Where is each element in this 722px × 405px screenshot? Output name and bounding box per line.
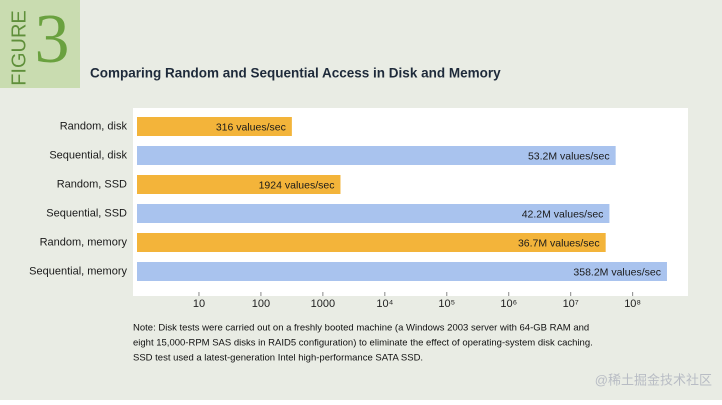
x-tick-label: 10⁴ — [376, 298, 393, 310]
bar — [137, 262, 667, 281]
x-tick-label: 10⁷ — [563, 298, 579, 310]
x-tick-label: 1000 — [311, 298, 335, 310]
y-tick-label: Random, SSD — [57, 178, 127, 190]
bar — [137, 175, 341, 194]
x-tick-label: 100 — [252, 298, 270, 310]
value-label: 53.2M values/sec — [528, 150, 610, 162]
bar — [137, 233, 606, 252]
figure-panel — [0, 0, 80, 88]
x-tick-label: 10 — [193, 298, 205, 310]
y-tick-label: Sequential, memory — [29, 265, 127, 277]
note-line: eight 15,000-RPM SAS disks in RAID5 conf… — [133, 338, 593, 349]
x-tick-label: 10⁸ — [624, 298, 641, 310]
y-tick-label: Sequential, SSD — [46, 207, 127, 219]
y-tick-label: Random, memory — [40, 236, 128, 248]
x-tick-label: 10⁶ — [500, 298, 517, 310]
figure-number: 3 — [35, 1, 70, 78]
value-label: 358.2M values/sec — [573, 266, 661, 278]
bar — [137, 204, 610, 223]
value-label: 316 values/sec — [216, 121, 286, 133]
watermark: @稀土掘金技术社区 — [595, 372, 712, 387]
note-line: Note: Disk tests were carried out on a f… — [133, 323, 589, 334]
value-label: 1924 values/sec — [259, 179, 335, 191]
value-label: 36.7M values/sec — [518, 237, 600, 249]
value-label: 42.2M values/sec — [522, 208, 604, 220]
bar — [137, 117, 292, 136]
chart-title: Comparing Random and Sequential Access i… — [90, 66, 501, 81]
y-tick-label: Sequential, disk — [49, 149, 127, 161]
x-tick-label: 10⁵ — [438, 298, 455, 310]
figure-label: FIGURE — [8, 10, 30, 86]
bar — [137, 146, 616, 165]
note-line: SSD test used a latest-generation Intel … — [133, 353, 423, 364]
y-tick-label: Random, disk — [60, 120, 128, 132]
